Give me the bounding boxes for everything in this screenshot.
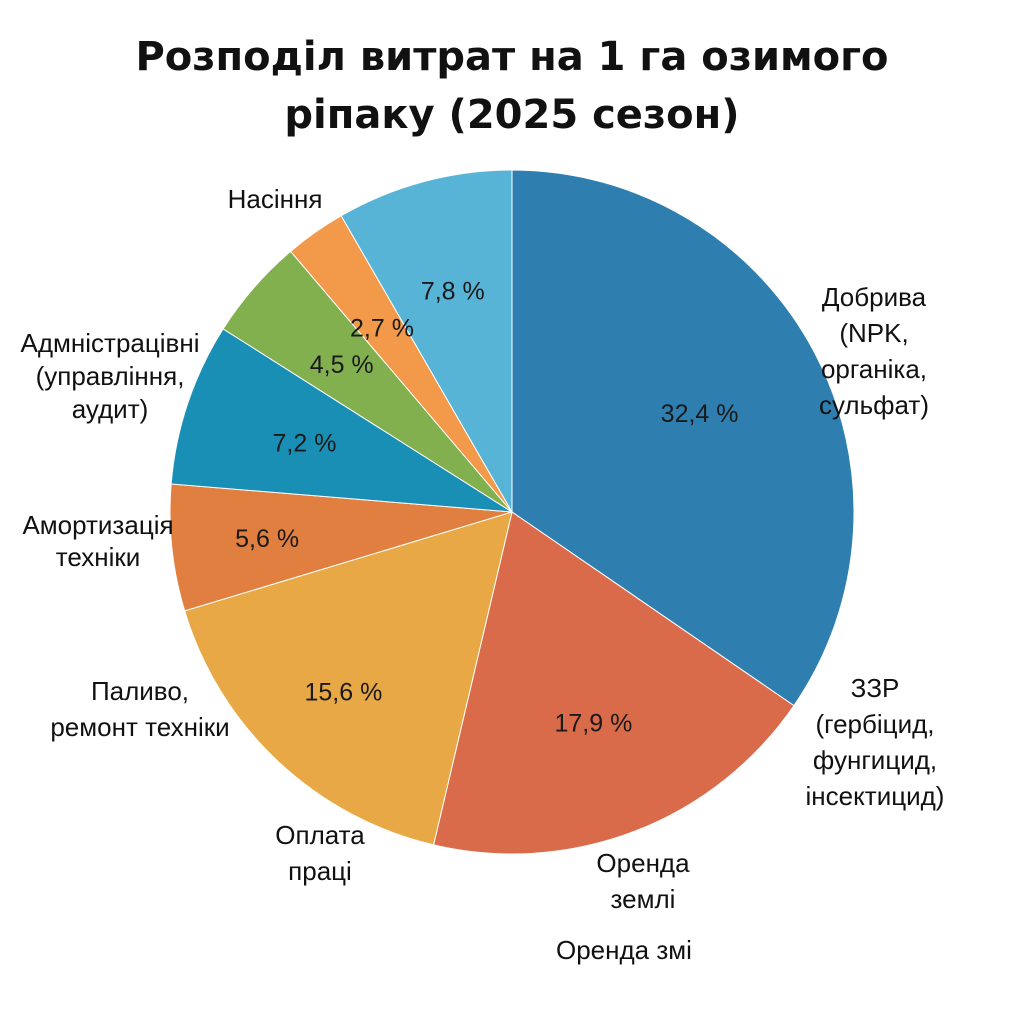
category-label-5: Амортизація техніки	[22, 510, 173, 572]
category-label-1-line-2: фунгицид,	[813, 745, 937, 775]
category-label-3-line-1: праці	[288, 856, 352, 886]
pie-slice-2	[183, 511, 513, 846]
category-label-4-line-1: ремонт техніки	[50, 712, 229, 742]
category-label-2-line-1: землі	[611, 884, 676, 914]
category-label-6-line-2: аудит)	[72, 394, 149, 424]
category-label-1-line-0: ЗЗР	[851, 673, 900, 703]
category-label-5-line-0: Амортизація	[22, 510, 173, 540]
pie-slice-0	[511, 169, 855, 707]
pie-slices	[169, 169, 855, 855]
pie-labels: 32,4 % Добрива (NPK, органіка, сульфат) 17,9 …	[21, 184, 945, 914]
category-label-2-line-0: Оренда	[596, 848, 690, 878]
category-label-3-line-0: Оплата	[275, 820, 365, 850]
category-label-6-line-0: Адмністрацівні	[21, 328, 200, 358]
category-label-6-line-1: (управління,	[36, 361, 185, 391]
value-label-3: 5,6 %	[235, 525, 299, 553]
category-label-1-line-3: інсектицид)	[806, 781, 945, 811]
category-label-1-line-1: (гербіцид,	[816, 709, 935, 739]
category-label-0-line-1: (NPK,	[839, 318, 908, 348]
pie-slice-4	[170, 328, 513, 513]
value-label-7: 7,8 %	[421, 278, 485, 306]
category-label-0-line-3: сульфат)	[819, 390, 929, 420]
category-label-7: Насіння	[228, 184, 323, 214]
category-label-1: ЗЗР (гербіцид, фунгицид, інсектицид)	[806, 673, 945, 811]
chart-title: Розподіл витрат на 1 га озимого ріпаку (…	[0, 28, 1024, 144]
value-label-1: 17,9 %	[554, 710, 632, 738]
category-label-6: Адмністрацівні (управління, аудит)	[21, 328, 200, 424]
pie-slice-1	[432, 511, 795, 855]
category-label-4-line-0: Паливо,	[91, 676, 189, 706]
category-label-2: Оренда землі	[596, 848, 690, 914]
stray-label-fragment: Оренда змі	[556, 935, 692, 965]
pie-slice-7	[340, 169, 513, 514]
chart-title-line-2: ріпаку (2025 сезон)	[284, 92, 740, 138]
category-label-7-line-0: Насіння	[228, 184, 323, 214]
category-label-0: Добрива (NPK, органіка, сульфат)	[819, 282, 929, 420]
pie-slice-3	[169, 483, 513, 612]
category-label-0-line-0: Добрива	[822, 282, 927, 312]
category-label-3: Оплата праці	[275, 820, 365, 886]
value-label-5: 4,5 %	[310, 351, 374, 379]
category-label-0-line-2: органіка,	[821, 354, 927, 384]
chart-title-line-1: Розподіл витрат на 1 га озимого	[135, 34, 889, 80]
value-label-2: 15,6 %	[304, 678, 382, 706]
value-label-4: 7,2 %	[273, 429, 337, 457]
category-label-4: Паливо, ремонт техніки	[50, 676, 229, 742]
value-label-6: 2,7 %	[350, 315, 414, 343]
value-label-0: 32,4 %	[661, 400, 739, 428]
category-label-5-line-1: техніки	[56, 542, 141, 572]
